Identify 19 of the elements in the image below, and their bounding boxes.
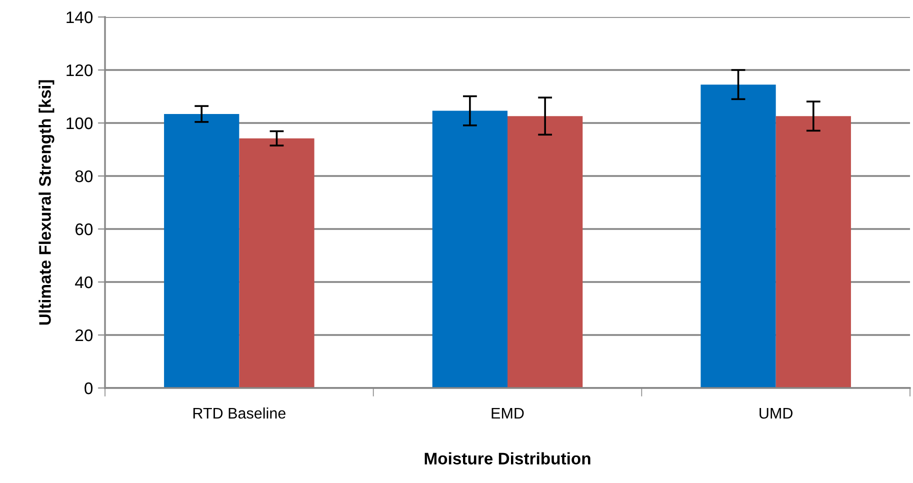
x-tick-label: EMD — [492, 408, 524, 419]
bar — [508, 116, 583, 388]
y-tick-label: 100 — [66, 117, 93, 130]
bar — [432, 110, 508, 388]
bar — [239, 138, 314, 388]
y-axis-title: Ultimate Flexural Strength [ksi] — [38, 80, 54, 325]
y-tick-label: 40 — [75, 276, 93, 288]
y-tick-label: 120 — [66, 64, 93, 76]
bar — [164, 114, 240, 388]
x-tick-label: UMD — [760, 408, 792, 419]
y-tick-label: 20 — [75, 329, 93, 342]
y-tick-label: 60 — [76, 223, 93, 236]
y-tick-label: 140 — [66, 11, 93, 24]
x-tick-label: RTD Baseline — [193, 407, 286, 419]
y-tick-label: 80 — [75, 170, 93, 182]
y-tick-label: 0 — [84, 382, 93, 394]
bar — [700, 84, 776, 388]
x-axis-title: Moisture Distribution — [424, 452, 590, 464]
bar — [776, 116, 851, 388]
